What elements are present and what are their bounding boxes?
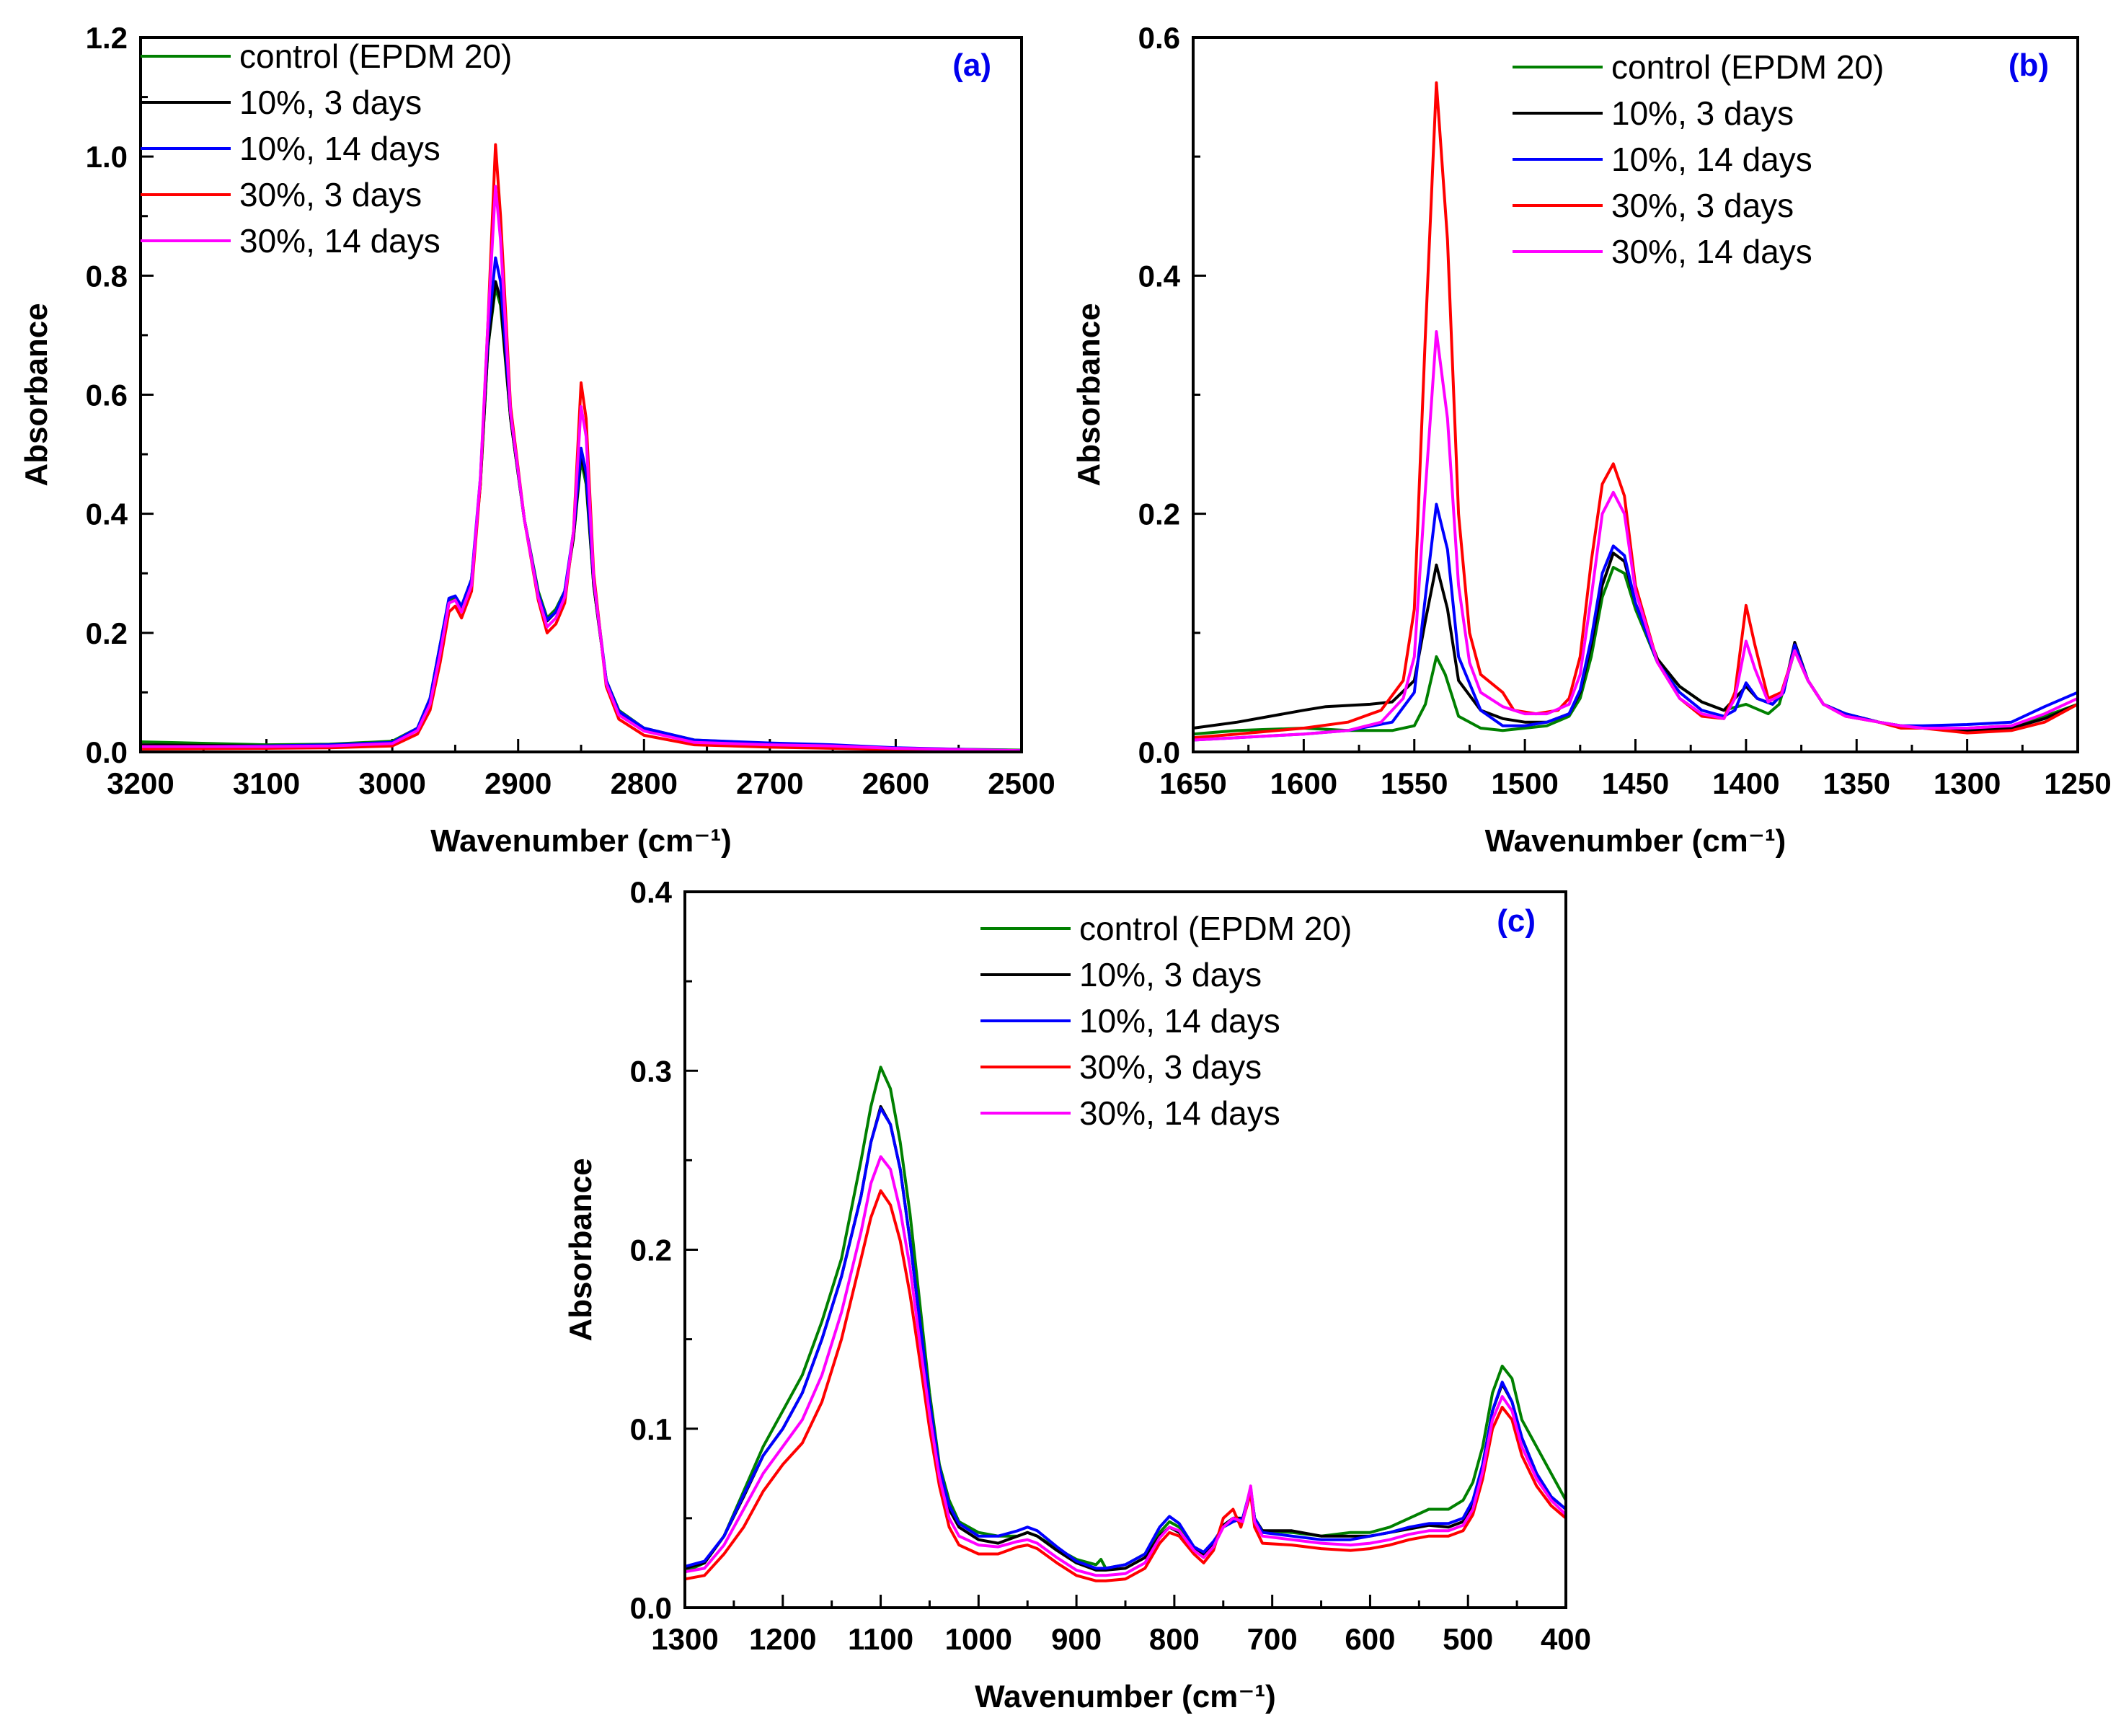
x-axis-title: Wavenumber (cm⁻¹) — [1485, 823, 1786, 859]
x-tick-label: 3000 — [358, 766, 425, 800]
series-line-3 — [1192, 502, 2078, 742]
x-tick-label: 1200 — [749, 1622, 816, 1656]
x-tick-label: 1000 — [945, 1622, 1012, 1656]
legend-label: 10%, 14 days — [1079, 1002, 1280, 1040]
x-tick-label: 1400 — [1712, 766, 1779, 800]
legend: control (EPDM 20) 10%, 3 days 10%, 14 days… — [980, 910, 1352, 1132]
x-tick-label: 1450 — [1602, 766, 1669, 800]
legend-label: control (EPDM 20) — [1611, 48, 1884, 86]
series-line-1 — [684, 1066, 1567, 1574]
x-tick-label: 1550 — [1381, 766, 1448, 800]
y-tick-label: 0.2 — [86, 616, 128, 650]
x-tick-label: 1100 — [848, 1622, 913, 1656]
y-axis-title: Absorbance — [563, 1158, 598, 1341]
series-line-5 — [141, 185, 1022, 753]
legend-label: 30%, 3 days — [239, 176, 422, 213]
x-tick-label: 2800 — [611, 766, 678, 800]
x-tick-label: 1600 — [1270, 766, 1337, 800]
x-tick-label: 900 — [1051, 1622, 1102, 1656]
x-tick-label: 2500 — [988, 766, 1055, 800]
y-tick-label: 0.0 — [1138, 735, 1180, 769]
x-tick-label: 400 — [1541, 1622, 1591, 1656]
chart-panel-1: 3200 3100 3000 2900 2800 2700 2600 2500 0.0 0.2 0.… — [19, 21, 1055, 859]
x-tick-label: 700 — [1247, 1622, 1298, 1656]
panel-label: (c) — [1497, 903, 1536, 939]
legend-label: control (EPDM 20) — [239, 37, 512, 75]
y-tick-label: 1.0 — [86, 140, 128, 174]
series-line-5 — [684, 1155, 1567, 1577]
legend: control (EPDM 20) 10%, 3 days 10%, 14 days… — [141, 37, 512, 260]
x-tick-label: 2600 — [862, 766, 929, 800]
x-tick-label: 1250 — [2044, 766, 2111, 800]
series-line-2 — [140, 280, 1022, 753]
y-tick-label: 0.4 — [86, 497, 128, 531]
y-tick-label: 0.0 — [630, 1591, 672, 1625]
series-line-3 — [140, 256, 1022, 753]
series-line-5 — [1192, 330, 2078, 742]
series-line-3 — [684, 1107, 1567, 1570]
x-tick-label: 3100 — [233, 766, 300, 800]
y-tick-label: 0.0 — [86, 735, 128, 769]
legend-label: control (EPDM 20) — [1079, 910, 1352, 947]
x-tick-label: 500 — [1443, 1622, 1493, 1656]
y-tick-label: 0.2 — [1138, 497, 1180, 531]
y-tick-label: 0.4 — [630, 875, 673, 909]
y-tick-label: 0.2 — [630, 1234, 672, 1267]
legend-label: 30%, 3 days — [1079, 1048, 1262, 1086]
legend-label: 30%, 14 days — [1611, 233, 1812, 270]
series-line-4 — [684, 1189, 1567, 1582]
y-tick-label: 0.6 — [86, 378, 128, 412]
legend-label: 10%, 3 days — [239, 84, 422, 121]
x-tick-label: 1300 — [651, 1622, 718, 1656]
y-tick-label: 1.2 — [86, 21, 128, 55]
plot-frame — [683, 890, 1567, 1609]
y-tick-label: 0.3 — [630, 1054, 672, 1088]
legend-label: 30%, 14 days — [239, 222, 440, 260]
x-tick-label: 1350 — [1823, 766, 1890, 800]
panel-label: (b) — [2009, 48, 2049, 83]
x-tick-label: 3200 — [107, 766, 174, 800]
x-tick-label: 2900 — [484, 766, 552, 800]
legend-label: 10%, 3 days — [1611, 94, 1794, 132]
x-tick-label: 1300 — [1934, 766, 2001, 800]
x-tick-label: 600 — [1345, 1622, 1395, 1656]
legend-label: 30%, 3 days — [1611, 187, 1794, 224]
x-tick-label: 1500 — [1491, 766, 1558, 800]
series-line-4 — [1192, 81, 2078, 740]
y-tick-label: 0.6 — [1138, 21, 1180, 55]
y-axis-title: Absorbance — [1071, 303, 1107, 486]
legend-label: 10%, 14 days — [1611, 141, 1812, 178]
x-tick-label: 800 — [1149, 1622, 1200, 1656]
legend-label: 10%, 14 days — [239, 130, 440, 167]
y-tick-label: 0.4 — [1138, 259, 1181, 293]
plot-frame — [1192, 36, 2079, 753]
legend: control (EPDM 20) 10%, 3 days 10%, 14 days… — [1513, 48, 1884, 270]
series-line-1 — [140, 285, 1022, 752]
x-tick-label: 1650 — [1159, 766, 1226, 800]
x-axis-title: Wavenumber (cm⁻¹) — [430, 823, 732, 859]
legend-label: 30%, 14 days — [1079, 1094, 1280, 1132]
plot-frame — [139, 36, 1023, 753]
chart-panel-3: 1300 1200 1100 1000 900 800 700 600 500 400 0.0 0.1… — [563, 875, 1591, 1714]
x-tick-label: 2700 — [736, 766, 803, 800]
legend-label: 10%, 3 days — [1079, 956, 1262, 993]
x-axis-title: Wavenumber (cm⁻¹) — [975, 1679, 1276, 1714]
y-tick-label: 0.1 — [630, 1412, 672, 1446]
panel-label: (a) — [952, 48, 991, 83]
y-axis-title: Absorbance — [19, 303, 54, 486]
y-tick-label: 0.8 — [86, 259, 128, 293]
chart-panel-2: 1650 1600 1550 1500 1450 1400 1350 1300 1250 0.0 0… — [1071, 21, 2112, 859]
